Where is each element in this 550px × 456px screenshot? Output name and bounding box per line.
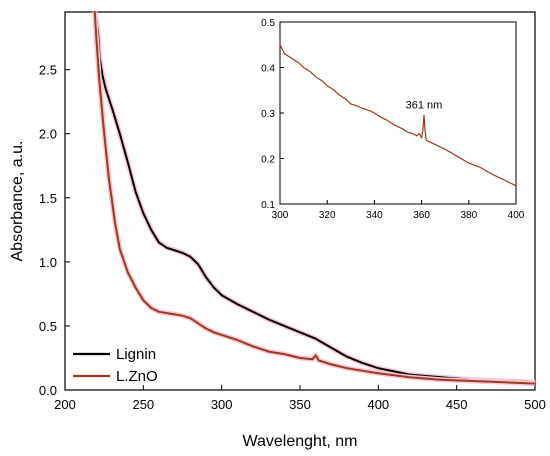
legend: Lignin L.ZnO [73,346,158,385]
main-series [92,11,536,387]
y-tick-label: 0.3 [261,109,275,120]
y-tick-label: 0.1 [261,200,275,211]
inset-plot-frame [279,21,517,205]
legend-label-lignin: Lignin [116,346,156,363]
series-line-lignin [93,11,536,384]
inset-tick-labels: 300 320 340 360 380 400 0.1 0.2 0.3 0.4 0.5 [261,18,525,221]
y-tick-label: 0.0 [39,383,57,398]
inset-series [279,44,517,187]
y-tick-label: 2.0 [39,127,57,142]
inset-ticks [279,21,517,205]
x-axis-title: Wavelenght, nm [242,433,357,450]
x-tick-label: 250 [132,397,154,412]
x-tick-label: 300 [272,210,289,221]
x-tick-label: 400 [367,397,389,412]
main-ticks [64,69,536,391]
x-tick-label: 500 [524,397,546,412]
inset-peak-annotation: 361 nm [406,99,443,111]
x-tick-label: 300 [211,397,233,412]
y-axis-title: Absorbance, a.u. [9,141,26,262]
y-tick-label: 1.0 [39,255,57,270]
legend-label-lzno: L.ZnO [116,368,158,385]
main-tick-labels: 200 250 300 350 400 450 500 0.0 0.5 1.0 1.5 2.0 2.5 [39,63,546,412]
y-tick-label: 1.5 [39,191,57,206]
y-tick-label: 0.5 [39,319,57,334]
x-tick-label: 380 [460,210,477,221]
x-tick-label: 340 [366,210,383,221]
x-tick-label: 450 [446,397,468,412]
y-tick-label: 0.4 [261,64,275,75]
x-tick-label: 360 [413,210,430,221]
x-tick-label: 350 [289,397,311,412]
y-tick-label: 0.5 [261,18,275,29]
x-tick-label: 320 [319,210,336,221]
y-tick-label: 2.5 [39,63,57,78]
y-tick-label: 0.2 [261,155,275,166]
series-line-series-0 [279,44,517,187]
x-tick-label: 200 [54,397,76,412]
series-line-l-zno [93,11,536,385]
x-tick-label: 400 [508,210,525,221]
